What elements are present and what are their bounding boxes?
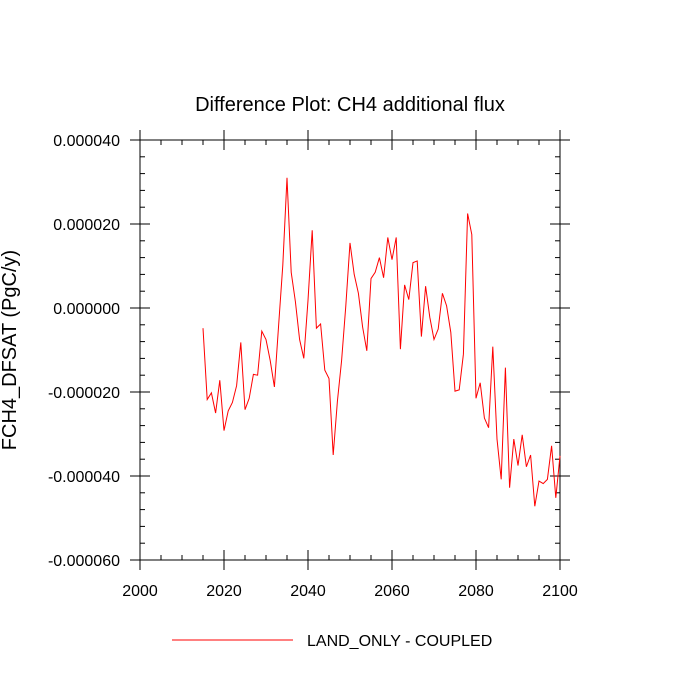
x-tick-label: 2060 (374, 583, 410, 600)
chart-title: Difference Plot: CH4 additional flux (195, 94, 505, 116)
series-line-0 (202, 177, 561, 507)
axis-tick-labels: 2000 2020 2040 2060 2080 2100 -0.000060 -0.0000… (48, 133, 578, 600)
y-tick-label: 0.000000 (53, 301, 120, 318)
series-layer (202, 177, 561, 507)
plot-border (139, 139, 561, 561)
legend-label: LAND_ONLY - COUPLED (307, 633, 492, 650)
y-tick-label: 0.000020 (53, 217, 120, 234)
x-tick-label: 2000 (122, 583, 158, 600)
y-tick-label: -0.000040 (48, 469, 120, 486)
y-axis-label: FCH4_DFSAT (PgC/y) (0, 250, 21, 450)
axis-ticks (130, 130, 570, 570)
legend: LAND_ONLY - COUPLED (172, 633, 492, 650)
y-tick-label: -0.000060 (48, 553, 120, 570)
x-tick-label: 2040 (290, 583, 326, 600)
x-tick-label: 2020 (206, 583, 242, 600)
y-tick-label: 0.000040 (53, 133, 120, 150)
x-tick-label: 2080 (458, 583, 494, 600)
y-tick-label: -0.000020 (48, 385, 120, 402)
x-tick-label: 2100 (542, 583, 578, 600)
plot-frame (139, 139, 561, 561)
